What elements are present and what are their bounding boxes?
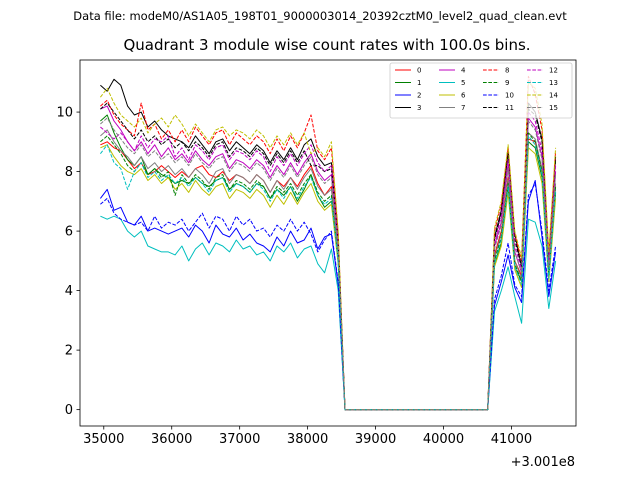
series-line-0 [100,138,557,411]
legend-label-0: 0 [417,67,421,75]
y-tick-label: 8 [65,165,73,180]
x-tick-label: 37000 [219,432,260,447]
x-offset-label: +3.001e8 [511,455,575,470]
y-tick-label: 6 [65,225,73,240]
legend-label-14: 14 [549,92,558,100]
series-line-11 [100,102,557,411]
y-tick-label: 0 [65,403,73,418]
series-line-8 [100,75,557,411]
legend-label-10: 10 [505,92,514,100]
legend-label-1: 1 [417,79,421,87]
series-line-15 [100,117,557,411]
series-line-6 [100,144,557,411]
legend-label-6: 6 [461,92,466,100]
y-tick-label: 2 [65,344,73,359]
x-tick-label: 35000 [83,432,124,447]
legend-label-8: 8 [505,67,509,75]
y-tick-label: 10 [56,106,73,121]
series-line-9 [100,132,557,411]
legend-label-7: 7 [461,104,465,112]
series-line-3 [100,78,557,411]
x-tick-label: 36000 [151,432,192,447]
legend-box [389,62,573,119]
plot-area [79,59,577,427]
chart-title: Quadrant 3 module wise count rates with … [123,36,530,54]
x-tick-label: 38000 [287,432,328,447]
series-line-13 [100,135,557,411]
x-tick-label: 40000 [423,432,464,447]
chart-suptitle: Data file: modeM0/AS1A05_198T01_90000030… [73,9,567,23]
series-line-5 [100,215,557,411]
legend-label-2: 2 [417,92,421,100]
x-tick-label: 39000 [355,432,396,447]
x-tick-label: 41000 [491,432,532,447]
legend-label-11: 11 [505,104,514,112]
y-axis: 0 2 4 6 8 10 [56,106,80,418]
series-line-10 [100,183,557,411]
legend-label-15: 15 [549,104,558,112]
legend-label-12: 12 [549,67,558,75]
series-line-2 [100,180,557,411]
axes-frame [79,59,577,427]
legend-label-5: 5 [461,79,465,87]
legend-label-4: 4 [461,67,466,75]
legend-label-13: 13 [549,79,558,87]
legend-label-3: 3 [417,104,421,112]
series-line-4 [100,105,557,411]
legend-label-9: 9 [505,79,509,87]
y-tick-label: 4 [65,284,73,299]
x-axis: 35000 36000 37000 38000 39000 40000 41000 [83,426,532,447]
